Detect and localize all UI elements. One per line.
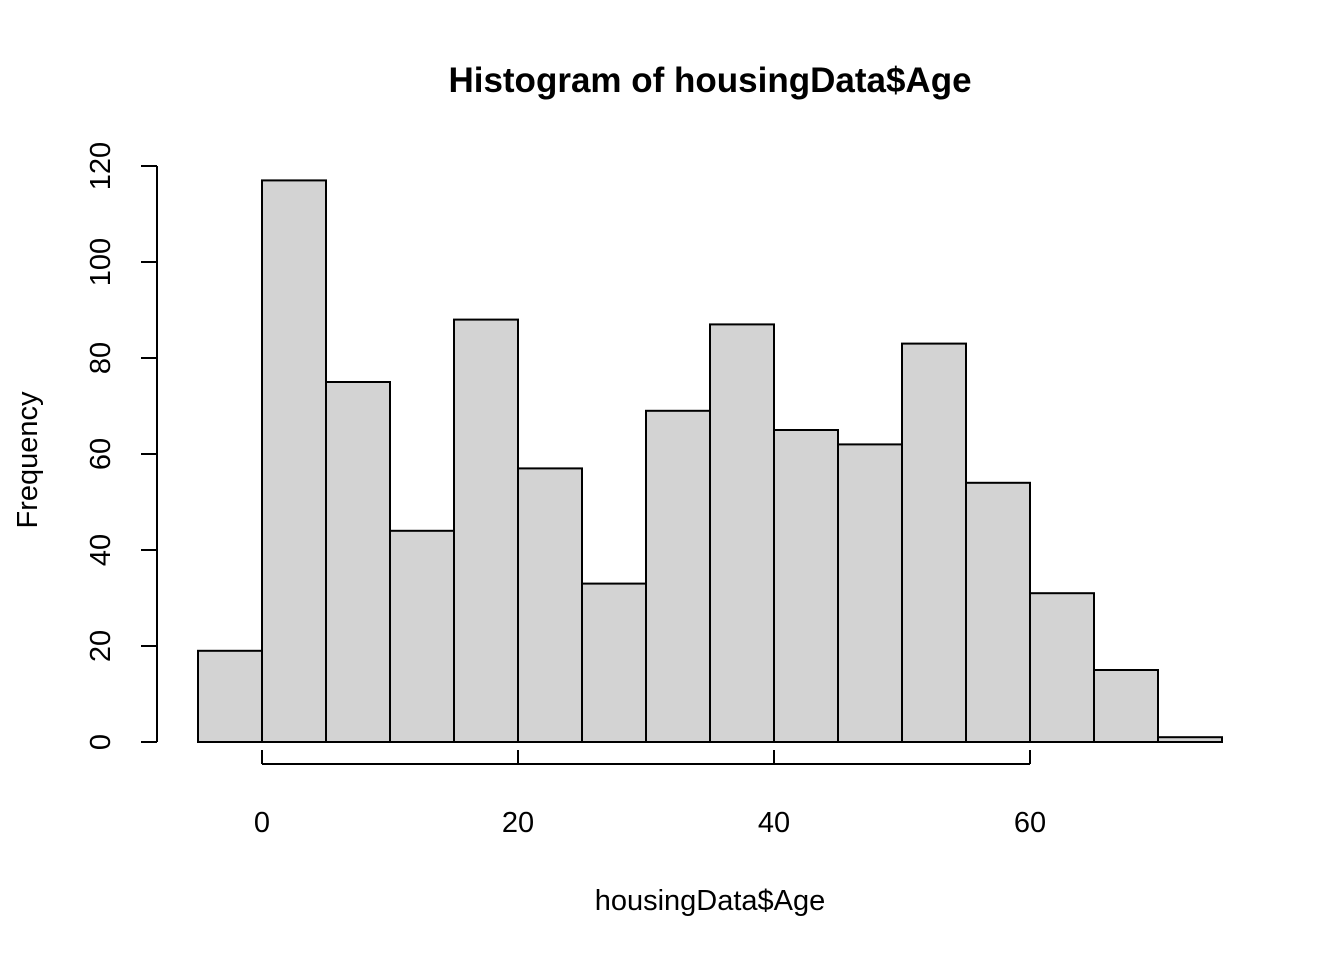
histogram-bar-15 (1157, 736, 1223, 744)
histogram-bar-8 (709, 323, 775, 743)
histogram-bar-9 (773, 429, 839, 743)
histogram-bar-7 (645, 409, 711, 743)
y-tick-label-4: 80 (85, 342, 117, 374)
y-tick-label-0: 0 (85, 734, 117, 750)
y-axis: 0 20 40 60 80 100 120 (85, 142, 158, 750)
x-axis-label: housingData$Age (595, 885, 826, 917)
histogram-bar-1 (261, 179, 327, 743)
x-tick-label-1: 20 (502, 807, 534, 839)
histogram-bar-13 (1029, 592, 1095, 744)
histogram-bar-12 (965, 481, 1031, 743)
histogram-bar-11 (901, 342, 967, 743)
histogram-bar-4 (453, 318, 519, 743)
y-tick-label-5: 100 (85, 238, 117, 286)
y-tick-label-1: 20 (85, 630, 117, 662)
bars-group (197, 179, 1223, 744)
histogram-bar-6 (581, 582, 647, 743)
histogram-bar-10 (837, 443, 903, 743)
x-tick-label-0: 0 (254, 807, 270, 839)
histogram-bar-14 (1093, 669, 1159, 743)
histogram-bar-3 (389, 529, 455, 743)
x-axis: 0 20 40 60 (254, 750, 1046, 839)
chart-title: Histogram of housingData$Age (448, 61, 971, 100)
x-tick-label-3: 60 (1014, 807, 1046, 839)
x-tick-label-2: 40 (758, 807, 790, 839)
y-tick-label-3: 60 (85, 438, 117, 470)
y-tick-label-6: 120 (85, 142, 117, 190)
histogram-bar-0 (197, 649, 263, 743)
y-axis-label: Frequency (12, 391, 44, 529)
histogram-bar-5 (517, 467, 583, 743)
histogram-bar-2 (325, 381, 391, 743)
y-tick-label-2: 40 (85, 534, 117, 566)
